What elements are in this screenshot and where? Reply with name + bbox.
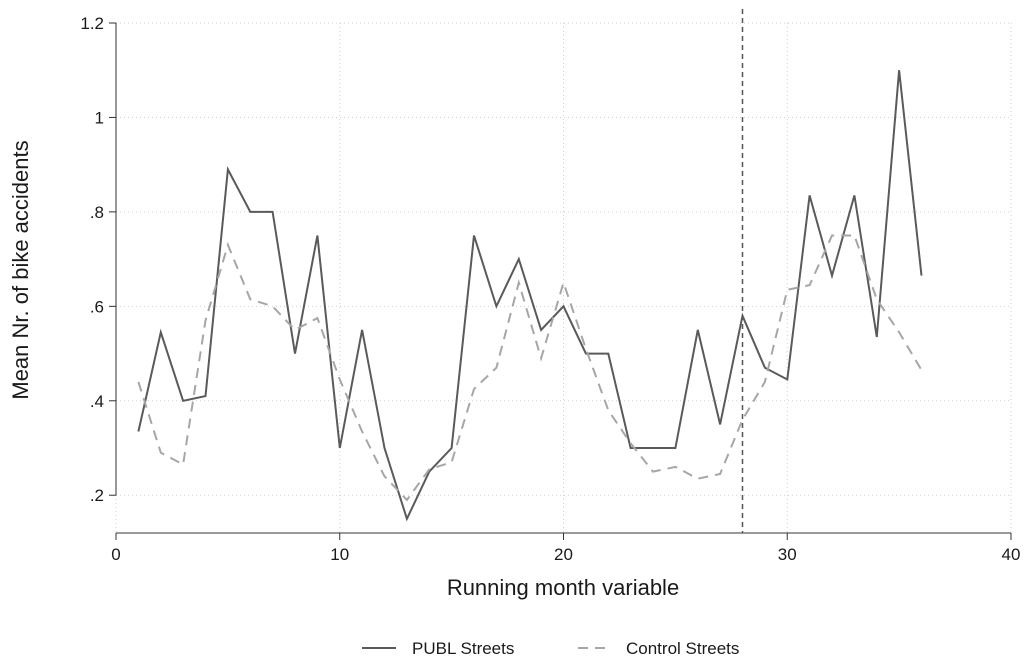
x-axis-title: Running month variable: [447, 575, 679, 600]
x-tick-label: 10: [330, 545, 349, 564]
gridlines: [115, 22, 1012, 533]
y-tick-label: .6: [90, 297, 104, 316]
y-tick-label: 1: [95, 108, 104, 127]
x-tick-label: 0: [111, 545, 120, 564]
x-tick-label: 20: [554, 545, 573, 564]
legend-label-control-streets: Control Streets: [626, 639, 739, 658]
legend: PUBL Streets Control Streets: [362, 639, 739, 658]
series-lines: [137, 9, 923, 533]
axes: 0 10 20 30 40 .2 .4 .6 .8 1 1.2: [80, 14, 1020, 564]
y-tick-label: .4: [90, 392, 104, 411]
series-line-control-streets: [137, 234, 923, 502]
y-tick-label: 1.2: [80, 14, 104, 33]
y-tick-label: .2: [90, 486, 104, 505]
x-tick-label: 30: [778, 545, 797, 564]
x-tick-label: 40: [1002, 545, 1021, 564]
y-tick-label: .8: [90, 203, 104, 222]
series-line-publ-streets: [137, 70, 923, 522]
legend-label-publ-streets: PUBL Streets: [412, 639, 514, 658]
y-axis-title: Mean Nr. of bike accidents: [8, 140, 33, 399]
